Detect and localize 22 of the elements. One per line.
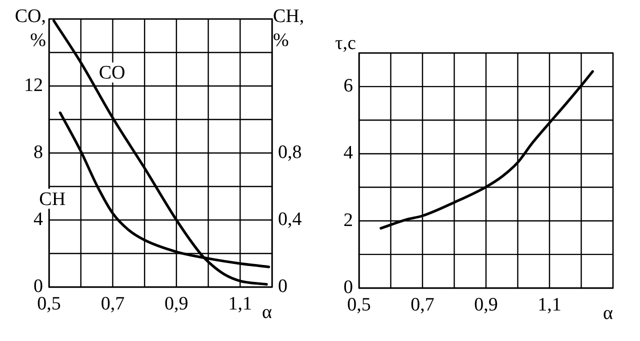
x-tick-label: 1,1 [538,294,562,316]
y-tick-label: 8 [34,142,43,163]
y2-axis-title: CH, % [273,6,304,51]
y-tick-label: 6 [344,76,353,97]
x-tick-label: 1,1 [228,293,252,314]
series-label: CH [39,188,66,210]
x-tick-label: 0,7 [100,293,125,314]
y2-tick-label: 0 [278,276,288,297]
y2-tick-label: 0,8 [278,142,302,163]
y-tick-label: 4 [34,208,44,230]
y-tick-label: 4 [344,142,354,164]
y2-tick-label: 0,4 [278,208,302,230]
y-tick-label: 12 [24,74,43,96]
x-tick-label: 0,7 [410,294,434,316]
y-tick-label: 2 [344,210,353,231]
series-label: CO [98,62,126,84]
x-tick-label: 0,9 [474,294,498,316]
x-axis-title: α [262,302,272,323]
y-axis-title: τ,c [335,33,356,54]
y-axis-title: CO, % [14,6,46,51]
x-tick-label: 0,9 [164,293,188,314]
x-axis-title: α [603,303,614,324]
